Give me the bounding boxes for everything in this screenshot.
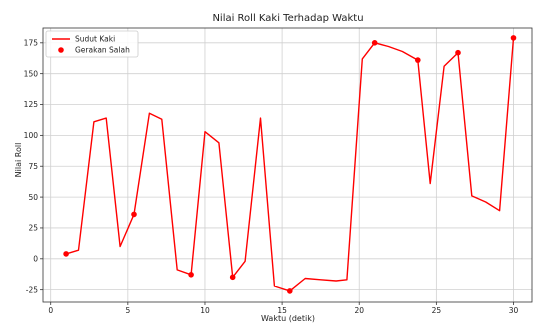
chart-title: Nilai Roll Kaki Terhadap Waktu xyxy=(212,13,363,24)
legend: Sudut Kaki Gerakan Salah xyxy=(45,30,139,58)
plot-frame xyxy=(42,27,533,303)
series-layer xyxy=(63,35,517,294)
scatter-point-gerakan-salah xyxy=(188,272,194,278)
legend-marker-swatch xyxy=(58,47,64,53)
x-axis-label: Waktu (detik) xyxy=(261,314,315,323)
legend-label-sudut-kaki: Sudut Kaki xyxy=(75,35,115,44)
x-tick-label: 10 xyxy=(200,306,210,315)
x-tick-label: 25 xyxy=(432,306,442,315)
x-tick-label: 5 xyxy=(125,306,130,315)
legend-box xyxy=(45,30,139,58)
x-tick-label: 20 xyxy=(354,306,364,315)
y-tick-label: 0 xyxy=(33,255,38,264)
y-tick-label: 175 xyxy=(24,39,39,48)
x-tick-label: 0 xyxy=(48,306,53,315)
scatter-point-gerakan-salah xyxy=(415,57,421,63)
series-line-sudut-kaki xyxy=(65,37,515,292)
scatter-point-gerakan-salah xyxy=(63,251,69,257)
x-tick-label: 15 xyxy=(277,306,287,315)
scatter-point-gerakan-salah xyxy=(131,211,137,218)
y-axis-label: Nilai Roll xyxy=(14,143,23,178)
x-tick-label: 30 xyxy=(509,306,519,315)
scatter-point-gerakan-salah xyxy=(510,35,517,41)
y-tick-label: -25 xyxy=(26,285,38,294)
grid-lines xyxy=(43,28,532,302)
y-tick-label: 100 xyxy=(24,131,39,140)
y-tick-label: 150 xyxy=(24,69,39,78)
y-tick-label: 75 xyxy=(28,162,38,171)
scatter-point-gerakan-salah xyxy=(371,40,378,46)
y-tick-label: 50 xyxy=(28,193,38,202)
y-tick-label: 25 xyxy=(28,224,38,233)
axis-ticks: 0 5 10 15 20 25 30 -25 0 25 50 75 100 125 150 175 xyxy=(24,39,519,315)
legend-label-gerakan-salah: Gerakan Salah xyxy=(75,46,130,55)
scatter-point-gerakan-salah xyxy=(287,288,293,294)
scatter-point-gerakan-salah xyxy=(455,49,461,56)
scatter-point-gerakan-salah xyxy=(229,274,236,281)
y-tick-label: 125 xyxy=(24,100,39,109)
